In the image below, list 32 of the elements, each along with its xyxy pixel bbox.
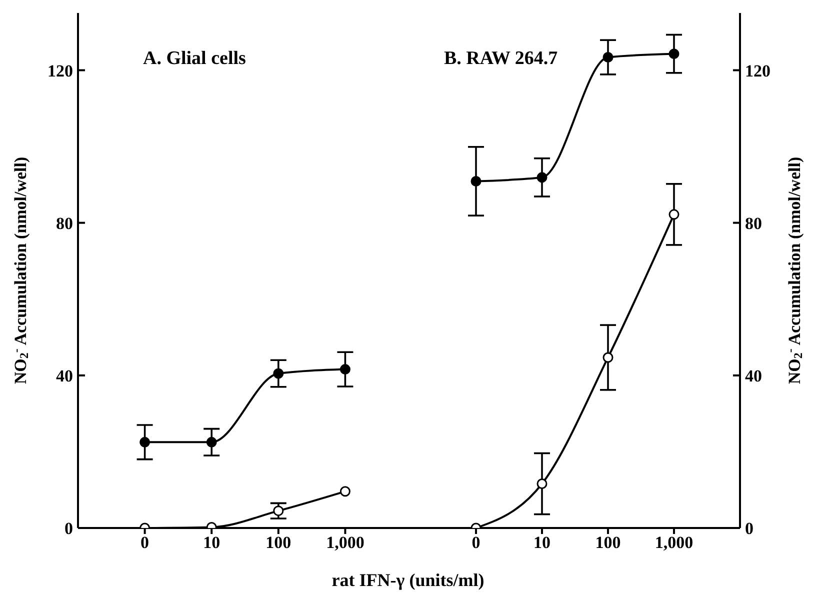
x-tick-label: 1,000 — [326, 533, 364, 552]
point — [668, 48, 680, 60]
point — [602, 352, 614, 363]
x-tick-label: 100 — [266, 533, 292, 552]
y-tick-label: 0 — [64, 519, 73, 538]
point — [602, 52, 614, 62]
point — [206, 436, 217, 448]
x-tick-label: 10 — [534, 533, 550, 552]
x-tick-label: 1,000 — [654, 533, 694, 552]
x-tick-label: 10 — [203, 533, 220, 552]
y2-tick-label: 0 — [745, 519, 754, 538]
y-tick-label: 80 — [56, 214, 73, 233]
point — [536, 172, 548, 183]
point — [470, 176, 482, 186]
text: B. RAW 264.7 — [444, 48, 558, 70]
x-tick-label: 0 — [472, 533, 480, 552]
point — [140, 436, 150, 448]
y2-tick-label: 80 — [745, 214, 762, 233]
point — [668, 209, 680, 220]
text: A. Glial cells — [143, 48, 246, 70]
y2-tick-label: 40 — [745, 366, 762, 386]
y-tick-label: 40 — [56, 366, 73, 386]
x-tick-label: 0 — [140, 533, 150, 552]
y2-tick-label: 120 — [745, 61, 770, 80]
point — [536, 478, 548, 489]
point — [273, 506, 284, 516]
point — [273, 368, 284, 379]
point — [340, 364, 350, 375]
point — [340, 486, 350, 497]
x-axis-title: rat IFN-γ (units/ml) — [330, 570, 486, 591]
x-tick-label: 100 — [595, 533, 621, 552]
y-tick-label: 120 — [48, 61, 73, 80]
